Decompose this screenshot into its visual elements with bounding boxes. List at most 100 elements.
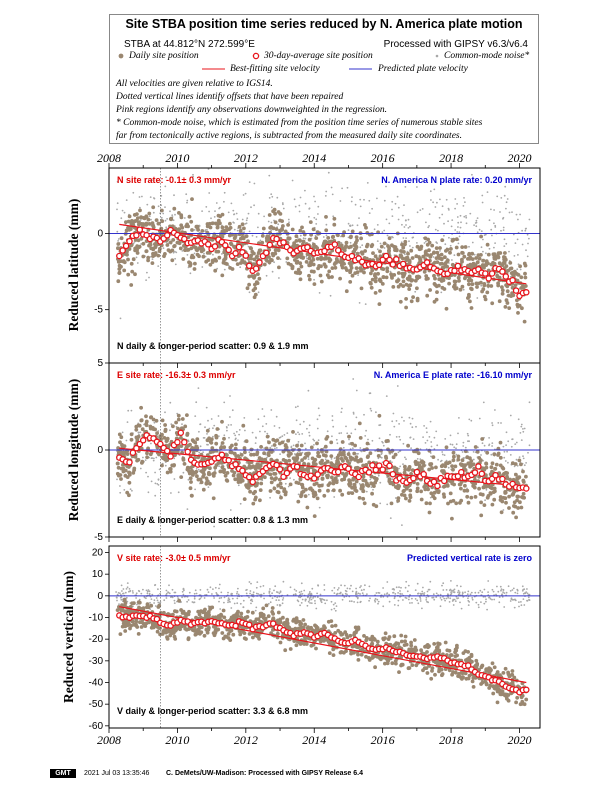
- east-avg30-point: [475, 463, 482, 470]
- east-daily-point: [269, 476, 274, 480]
- vertical-common-point: [138, 598, 141, 601]
- east-daily-point: [422, 463, 426, 468]
- north-common-point: [192, 173, 194, 176]
- north-avg30-point: [232, 250, 239, 257]
- east-common-point: [129, 488, 132, 491]
- vertical-common-point: [249, 590, 252, 592]
- east-common-point: [169, 401, 172, 404]
- east-daily-point: [174, 420, 179, 425]
- north-common-point: [511, 211, 513, 214]
- east-daily-point: [236, 480, 241, 484]
- east-daily-point: [363, 478, 368, 483]
- north-daily-point: [144, 249, 149, 254]
- east-avg30-point: [249, 478, 256, 486]
- north-daily-point: [319, 257, 323, 262]
- vertical-common-point: [300, 582, 303, 585]
- east-daily-point: [420, 466, 424, 471]
- north-daily-point: [130, 269, 135, 274]
- north-daily-point: [201, 254, 206, 259]
- vertical-common-point: [260, 593, 263, 596]
- east-daily-point: [315, 496, 320, 501]
- north-avg30-point: [485, 275, 492, 282]
- north-daily-point: [172, 206, 177, 211]
- vertical-common-point: [209, 586, 212, 589]
- east-common-point: [467, 434, 470, 437]
- vertical-common-point: [248, 581, 251, 583]
- north-daily-point: [252, 257, 257, 262]
- north-common-point: [379, 242, 382, 245]
- east-daily-point: [444, 445, 449, 450]
- north-common-point: [351, 224, 354, 227]
- north-daily-point: [151, 254, 156, 258]
- east-daily-point: [442, 484, 446, 489]
- east-common-point: [403, 420, 405, 422]
- east-daily-point: [115, 461, 120, 466]
- north-avg30-point: [266, 241, 274, 249]
- east-daily-point: [239, 453, 244, 457]
- north-common-point: [371, 207, 373, 210]
- east-common-point: [404, 456, 406, 459]
- north-daily-point: [314, 236, 319, 241]
- vertical-common-point: [153, 602, 156, 604]
- vertical-common-point: [498, 596, 501, 598]
- north-avg30-point: [423, 259, 431, 266]
- north-daily-point: [500, 291, 505, 296]
- north-common-point: [381, 231, 384, 234]
- east-daily-point: [230, 443, 234, 448]
- north-common-point: [116, 208, 118, 211]
- vertical-common-point: [451, 589, 453, 592]
- north-common-point: [298, 210, 301, 213]
- north-common-point: [527, 242, 529, 245]
- legend-avg30-marker: [252, 52, 260, 60]
- north-daily-point: [355, 251, 360, 256]
- north-common-point: [427, 226, 430, 229]
- east-common-point: [429, 496, 432, 499]
- east-daily-point: [230, 469, 234, 473]
- north-common-point: [255, 236, 258, 238]
- vertical-common-point: [402, 599, 404, 601]
- vertical-common-point: [116, 599, 118, 602]
- north-avg30-point: [502, 273, 510, 280]
- north-common-point: [236, 229, 239, 232]
- north-common-point: [270, 221, 273, 224]
- vertical-common-point: [449, 593, 452, 596]
- north-common-point: [457, 242, 460, 245]
- north-avg30-point: [334, 247, 342, 254]
- north-common-point: [397, 218, 400, 221]
- east-daily-point: [313, 457, 318, 462]
- north-common-point: [407, 218, 410, 221]
- north-daily-point: [503, 305, 508, 309]
- east-common-point: [274, 447, 276, 450]
- north-common-point: [499, 211, 501, 213]
- north-common-point: [419, 209, 422, 212]
- north-common-point: [480, 230, 483, 233]
- east-common-point: [332, 425, 335, 428]
- north-daily-point: [240, 258, 245, 263]
- north-common-point: [437, 229, 439, 232]
- vertical-common-point: [393, 597, 396, 600]
- vertical-common-point: [359, 601, 362, 604]
- north-common-point: [146, 271, 148, 274]
- vertical-common-point: [409, 602, 411, 604]
- east-daily-point: [117, 432, 122, 437]
- north-daily-point: [217, 244, 222, 249]
- north-daily-point: [378, 249, 382, 254]
- vertical-common-point: [439, 597, 442, 599]
- east-daily-point: [451, 450, 456, 455]
- east-common-point: [297, 441, 300, 443]
- north-common-point: [153, 197, 156, 200]
- north-daily-point: [158, 246, 162, 251]
- vertical-common-point: [453, 598, 456, 601]
- vertical-common-point: [464, 591, 466, 594]
- north-daily-point: [523, 275, 528, 280]
- east-daily-point: [214, 441, 219, 446]
- north-common-point: [268, 197, 271, 199]
- north-daily-point: [415, 274, 419, 279]
- east-common-point: [396, 385, 399, 387]
- north-common-point: [140, 218, 142, 221]
- east-daily-point: [176, 426, 180, 431]
- north-daily-point: [193, 261, 197, 266]
- east-daily-point: [120, 443, 124, 447]
- legend-daily-label: Daily site position: [129, 51, 199, 61]
- vertical-common-point: [193, 592, 196, 595]
